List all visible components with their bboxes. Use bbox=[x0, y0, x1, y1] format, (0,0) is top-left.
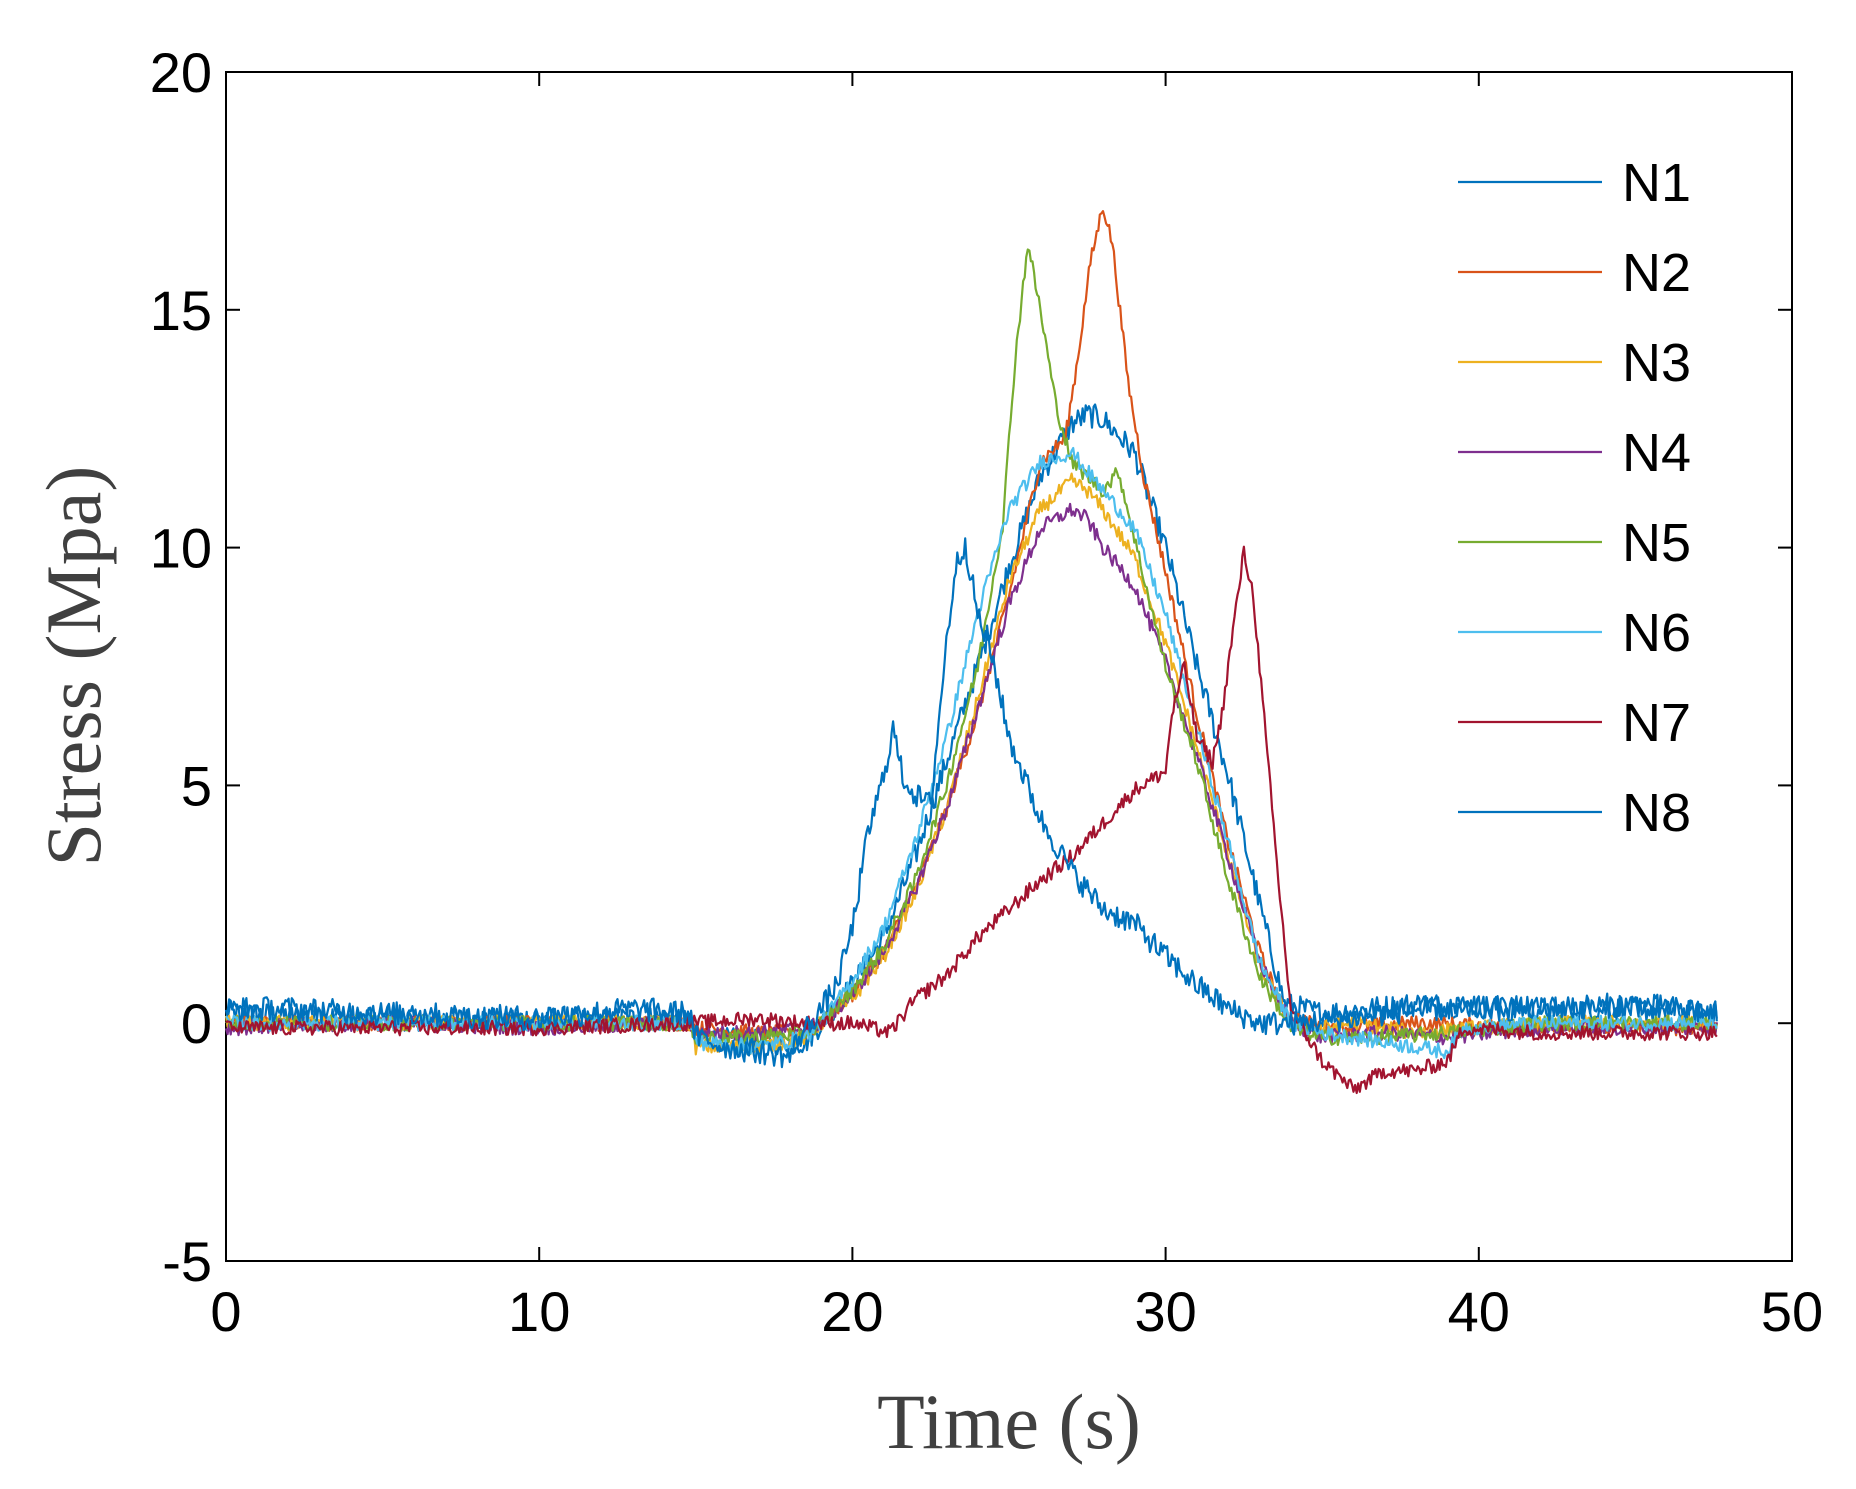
x-tick-label: 20 bbox=[821, 1280, 883, 1343]
x-tick-label: 30 bbox=[1134, 1280, 1196, 1343]
axis-ticks bbox=[225, 71, 1793, 1262]
y-tick-label: 5 bbox=[181, 754, 212, 817]
y-tick-label: 0 bbox=[181, 992, 212, 1055]
series-line-n4 bbox=[224, 502, 1718, 1046]
series-line-n6 bbox=[225, 446, 1718, 1060]
legend-label-n8: N8 bbox=[1622, 783, 1691, 843]
legend: N1 N2 N3 N4 N5 N6 N7 N8 bbox=[1458, 153, 1691, 843]
series-line-n2 bbox=[225, 210, 1718, 1041]
x-tick-label: 0 bbox=[210, 1280, 241, 1343]
legend-label-n5: N5 bbox=[1622, 513, 1691, 573]
legend-label-n4: N4 bbox=[1622, 423, 1691, 483]
y-tick-label: 20 bbox=[150, 41, 212, 104]
series-lines bbox=[224, 210, 1718, 1095]
x-tick-label: 10 bbox=[508, 1280, 570, 1343]
series-line-n7 bbox=[225, 545, 1718, 1095]
series-line-n5 bbox=[225, 248, 1718, 1046]
y-tick-label: -5 bbox=[162, 1230, 212, 1293]
legend-label-n1: N1 bbox=[1622, 153, 1691, 213]
y-tick-label: 15 bbox=[150, 279, 212, 342]
x-axis-title: Time (s) bbox=[877, 1378, 1141, 1465]
x-tick-label: 50 bbox=[1761, 1280, 1823, 1343]
legend-label-n2: N2 bbox=[1622, 243, 1691, 303]
y-axis-title: Stress (Mpa) bbox=[30, 466, 117, 867]
legend-label-n7: N7 bbox=[1622, 693, 1691, 753]
series-line-n3 bbox=[224, 472, 1718, 1056]
plot-frame bbox=[225, 71, 1793, 1262]
series-line-n8 bbox=[225, 537, 1718, 1069]
legend-label-n6: N6 bbox=[1622, 603, 1691, 663]
y-tick-label: 10 bbox=[150, 517, 212, 580]
x-tick-label: 40 bbox=[1448, 1280, 1510, 1343]
legend-label-n3: N3 bbox=[1622, 333, 1691, 393]
